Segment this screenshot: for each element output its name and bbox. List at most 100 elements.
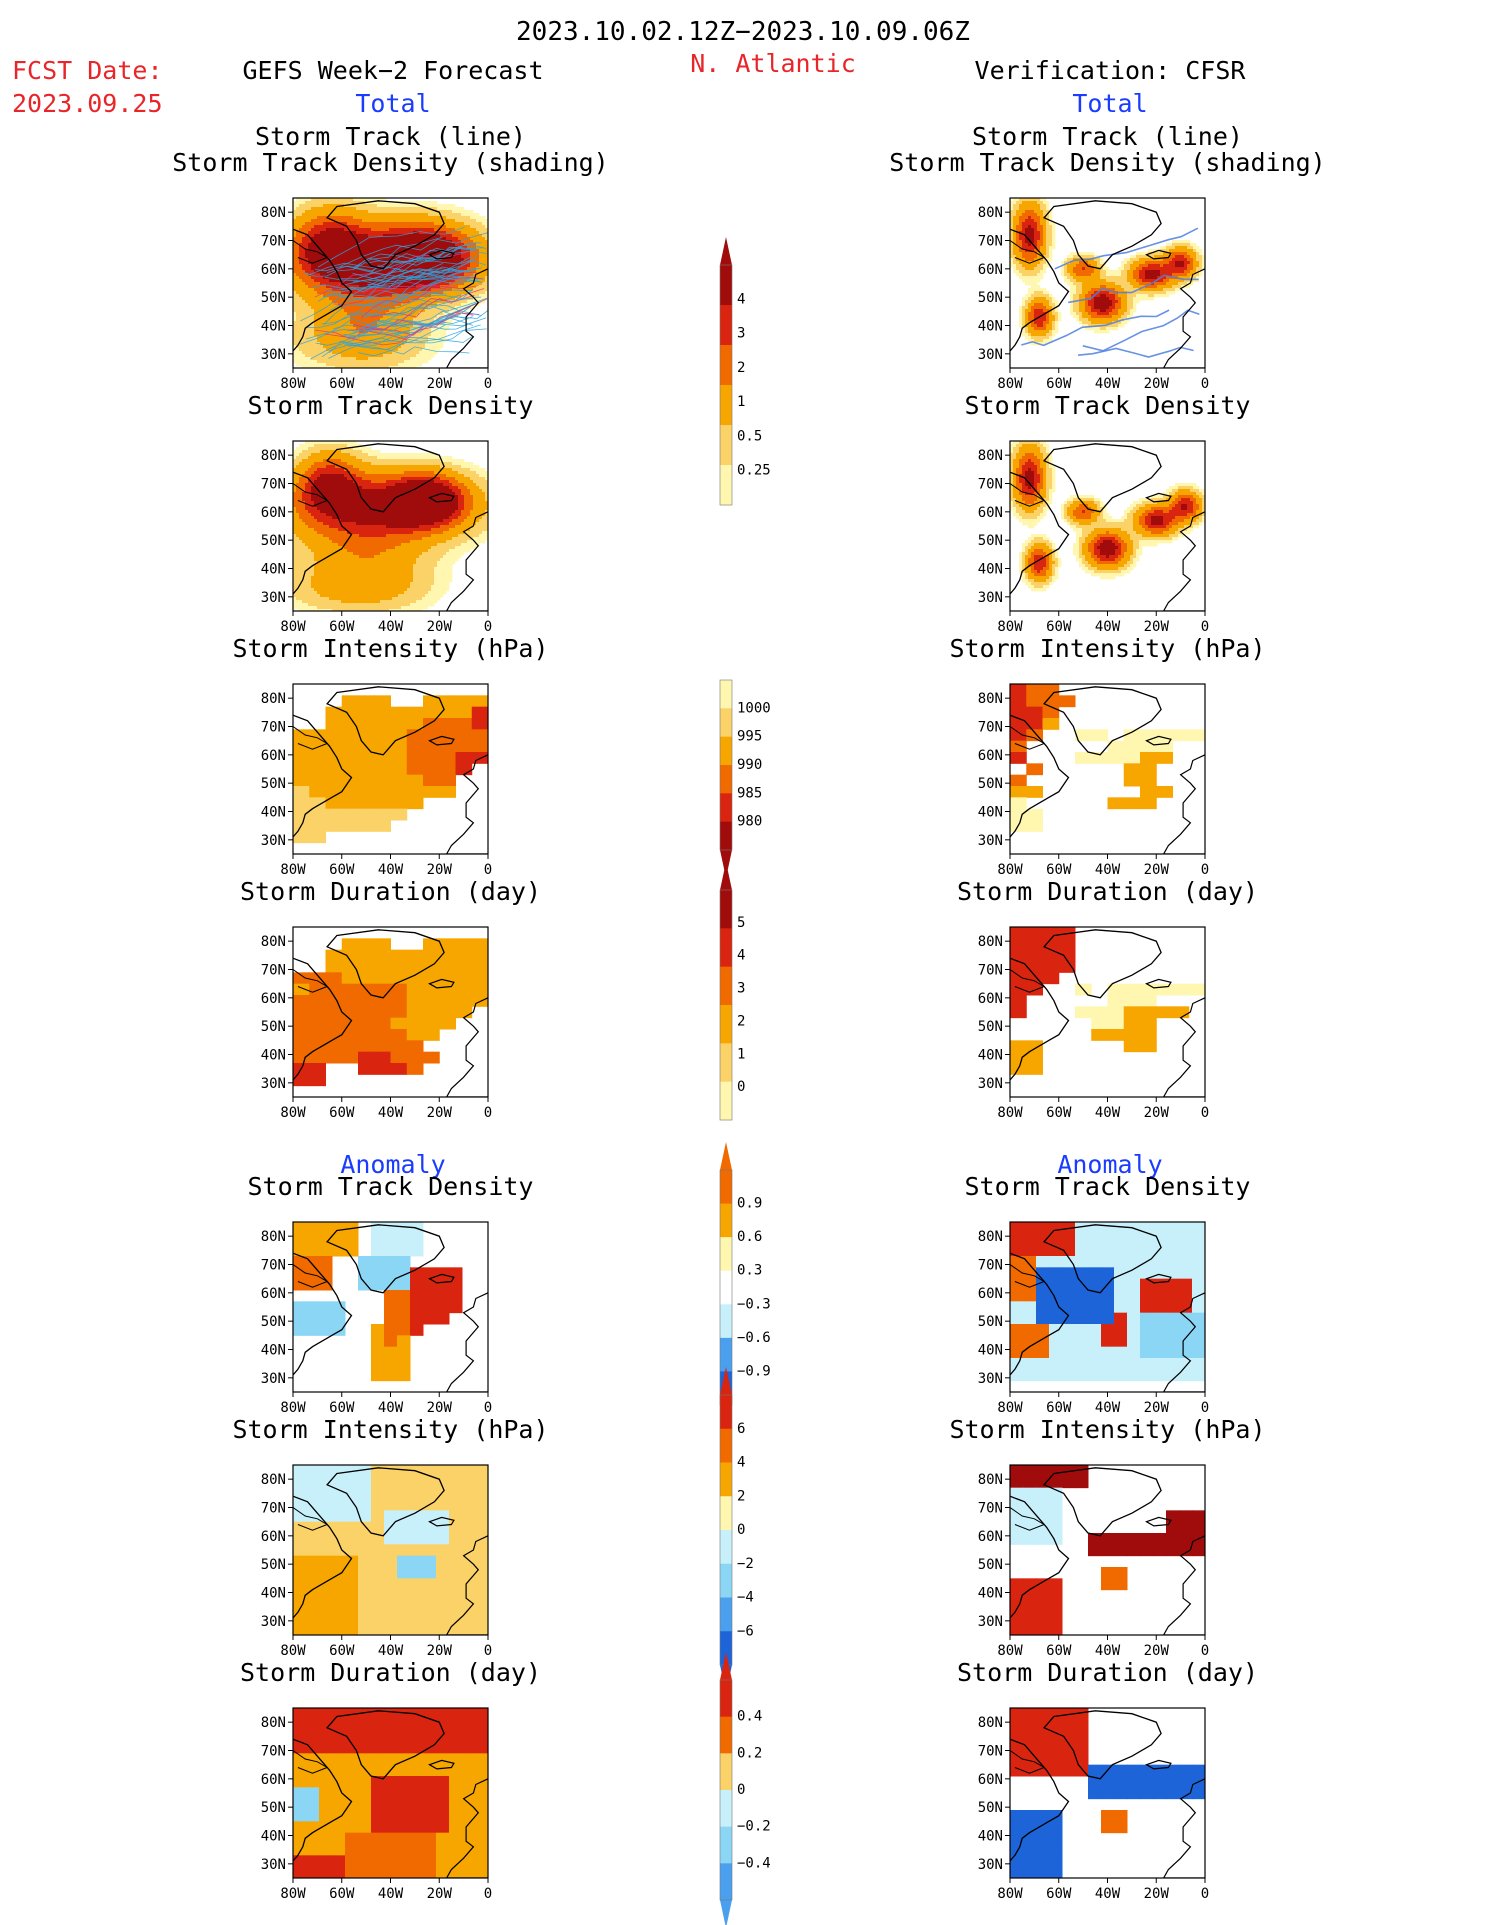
density-cell [1130, 303, 1134, 307]
density-cell [449, 231, 453, 235]
density-cell [1145, 297, 1149, 301]
density-cell [347, 444, 351, 448]
density-cell [386, 231, 390, 235]
density-cell [1031, 198, 1035, 202]
density-cell [320, 282, 324, 286]
density-cell [1022, 321, 1026, 325]
density-cell [1160, 255, 1164, 259]
density-cell [1175, 282, 1179, 286]
density-cell [452, 216, 456, 220]
density-cell [305, 303, 309, 307]
density-cell [356, 321, 360, 325]
density-cell [380, 360, 384, 364]
density-cell [1154, 270, 1158, 274]
y-tick-label: 40N [978, 319, 1003, 335]
density-cell [1127, 294, 1131, 298]
density-cell [1025, 207, 1029, 211]
density-cell [476, 243, 480, 247]
density-cell [479, 273, 483, 277]
density-cell [1127, 285, 1131, 289]
density-cell [299, 204, 303, 208]
density-cell [446, 216, 450, 220]
density-cell [467, 237, 471, 241]
density-cell [1019, 228, 1023, 232]
density-cell [404, 255, 408, 259]
density-cell [1151, 285, 1155, 289]
y-tick-label: 50N [261, 290, 286, 306]
density-cell [299, 216, 303, 220]
density-cell [350, 363, 354, 367]
density-cell [317, 228, 321, 232]
density-cell [1091, 270, 1095, 274]
density-cell [293, 303, 297, 307]
density-cell [428, 342, 432, 346]
density-cell [308, 294, 312, 298]
density-cell [422, 357, 426, 361]
density-cell [443, 213, 447, 217]
density-cell [1067, 279, 1071, 283]
density-cell [1076, 303, 1080, 307]
density-cell [1148, 267, 1152, 271]
storm-track-line [321, 267, 454, 325]
density-cell [299, 303, 303, 307]
density-cell [293, 252, 297, 256]
density-cell [446, 258, 450, 262]
density-cell [416, 309, 420, 313]
density-cell [425, 216, 429, 220]
density-cell [341, 366, 345, 368]
density-cell [1076, 306, 1080, 310]
density-cell [1073, 276, 1077, 280]
density-cell [383, 330, 387, 334]
density-cell [293, 288, 297, 292]
density-cell [350, 234, 354, 238]
density-cell [1139, 273, 1143, 277]
density-cell [353, 201, 357, 205]
density-cell [425, 336, 429, 340]
density-cell [320, 255, 324, 259]
density-cell [320, 441, 324, 445]
density-cell [362, 207, 366, 211]
density-cell [1157, 279, 1161, 283]
density-cell [1118, 321, 1122, 325]
density-cell [1187, 261, 1191, 265]
density-cell [359, 237, 363, 241]
density-cell [302, 327, 306, 331]
density-cell [377, 297, 381, 301]
fcst-date-value: 2023.09.25 [12, 89, 163, 118]
density-cell [308, 213, 312, 217]
density-cell [404, 318, 408, 322]
density-cell [428, 219, 432, 223]
density-cell [338, 213, 342, 217]
density-cell [377, 315, 381, 319]
density-cell [359, 363, 363, 367]
density-cell [374, 240, 378, 244]
density-cell [467, 228, 471, 232]
density-cell [332, 237, 336, 241]
density-cell [431, 207, 435, 211]
density-cell [1151, 276, 1155, 280]
density-cell [296, 291, 300, 295]
density-cell [317, 279, 321, 283]
density-cell [323, 204, 327, 208]
density-cell [1178, 252, 1182, 256]
density-cell [1166, 273, 1170, 277]
density-cell [371, 342, 375, 346]
density-cell [323, 300, 327, 304]
density-cell [1175, 258, 1179, 262]
density-cell [368, 255, 372, 259]
density-cell [341, 312, 345, 316]
density-cell [335, 306, 339, 310]
density-cell [395, 249, 399, 253]
density-cell [293, 207, 297, 211]
density-cell [374, 288, 378, 292]
density-cell [446, 252, 450, 256]
density-cell [395, 351, 399, 355]
density-cell [425, 306, 429, 310]
density-cell [416, 279, 420, 283]
density-cell [398, 294, 402, 298]
density-cell [1034, 243, 1038, 247]
density-cell [335, 243, 339, 247]
density-cell [1031, 228, 1035, 232]
density-cell [1064, 267, 1068, 271]
density-cell [1019, 312, 1023, 316]
